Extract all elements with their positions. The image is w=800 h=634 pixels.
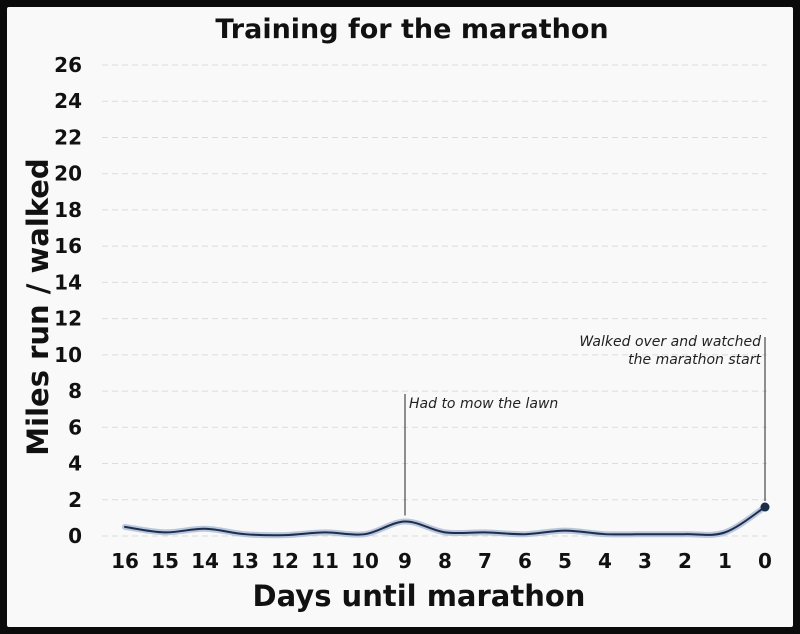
y-tick-label: 8 (68, 379, 82, 403)
series-line (124, 506, 766, 537)
annotation-text: Walked over and watched (579, 334, 761, 350)
y-axis-title: Miles run / walked (21, 158, 55, 455)
x-tick-label: 13 (231, 549, 259, 573)
x-tick-label: 5 (558, 549, 572, 573)
end-point-marker (760, 502, 770, 512)
y-tick-label: 22 (54, 125, 82, 149)
annotation-text: Had to mow the lawn (409, 396, 558, 412)
y-tick-label: 14 (54, 270, 82, 294)
y-tick-label: 2 (68, 488, 82, 512)
x-tick-label: 4 (598, 549, 612, 573)
x-tick-label: 2 (678, 549, 692, 573)
line-chart: Training for the marathon 02468101214161… (21, 14, 772, 613)
chart-title: Training for the marathon (215, 14, 608, 45)
x-tick-label: 1 (718, 549, 732, 573)
y-tick-label: 16 (54, 234, 82, 258)
x-tick-label: 3 (638, 549, 652, 573)
y-tick-label: 4 (68, 452, 82, 476)
chart-frame: Training for the marathon 0 2 4 6 8 10 12 14 16 1… (7, 7, 793, 627)
annotation-text: the marathon start (628, 352, 761, 368)
x-tick-label: 8 (438, 549, 452, 573)
y-tick-label: 10 (54, 343, 82, 367)
x-tick-label: 11 (311, 549, 339, 573)
x-tick-label: 14 (191, 549, 219, 573)
y-tick-label: 24 (54, 89, 82, 113)
y-tick-label: 12 (54, 307, 82, 331)
x-tick-label: 9 (398, 549, 412, 573)
y-tick-label: 20 (54, 162, 82, 186)
x-tick-label: 12 (271, 549, 299, 573)
y-tick-label: 6 (68, 415, 82, 439)
x-tick-label: 16 (111, 549, 139, 573)
x-tick-label: 10 (351, 549, 379, 573)
y-tick-label: 18 (54, 198, 82, 222)
x-axis-title: Days until marathon (253, 579, 586, 613)
x-tick-label: 0 (758, 549, 772, 573)
x-tick-label: 15 (151, 549, 179, 573)
y-tick-label: 0 (68, 524, 82, 548)
x-tick-label: 6 (518, 549, 532, 573)
y-tick-label: 26 (54, 53, 82, 77)
x-tick-label: 7 (478, 549, 492, 573)
